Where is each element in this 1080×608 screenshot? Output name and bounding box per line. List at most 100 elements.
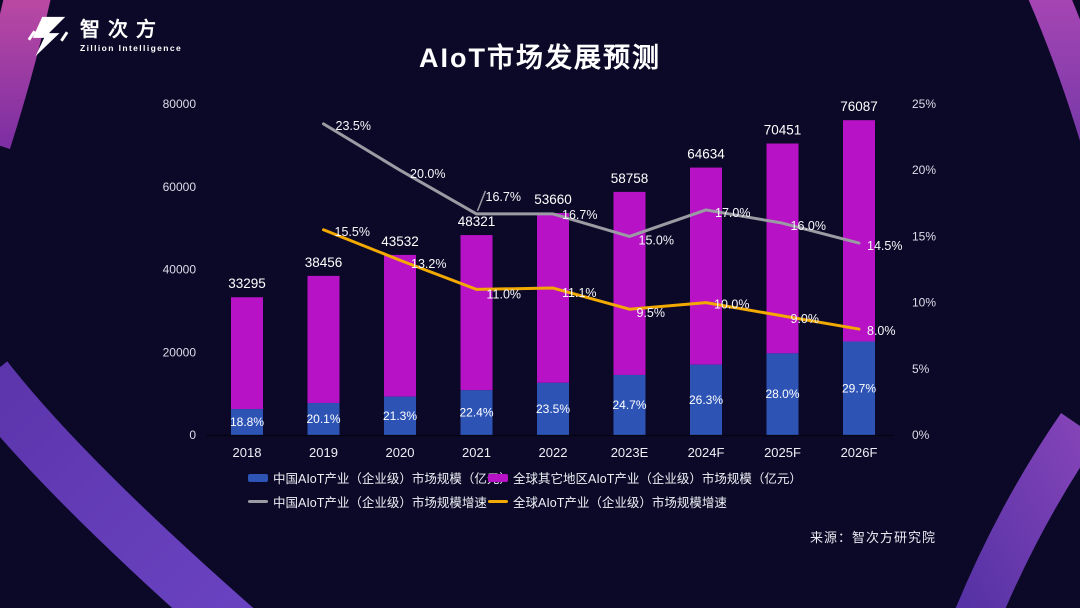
line-value-label: 15.5%	[335, 225, 370, 239]
bar-china-segment	[537, 382, 569, 435]
line-value-label: 9.5%	[637, 306, 666, 320]
bar-china-segment	[766, 353, 799, 435]
label-leader-line	[476, 190, 487, 212]
bar-global-segment	[690, 167, 722, 365]
legend-label: 全球AIoT产业（企业级）市场规模增速	[513, 496, 727, 510]
bar-share-label: 26.3%	[689, 393, 723, 407]
bar-share-label: 28.0%	[765, 387, 799, 401]
legend-bar-swatch	[248, 473, 268, 482]
source-note: 来源：智次方研究院	[809, 530, 936, 545]
y-right-tick: 10%	[912, 296, 936, 310]
legend-line-swatch	[248, 500, 268, 503]
bar-share-label: 22.4%	[459, 406, 493, 420]
bar-total-label: 64634	[687, 147, 725, 162]
brand-name-en: Zillion Intelligence	[80, 42, 183, 53]
line-value-label: 11.0%	[487, 287, 522, 301]
line-value-label: 13.2%	[411, 257, 446, 271]
decor-arc-bottom-right	[955, 412, 1080, 608]
decor-arc-top-right	[1028, 0, 1080, 141]
bar-share-label: 29.7%	[842, 381, 876, 395]
legend-label: 中国AIoT产业（企业级）市场规模增速	[273, 496, 487, 510]
y-right-tick: 15%	[912, 229, 936, 243]
bar-global-segment	[613, 191, 646, 375]
decor-arc-bottom-left	[0, 361, 254, 608]
x-axis-label: 2025F	[764, 445, 801, 460]
bar-china-segment	[307, 403, 340, 435]
line-value-label: 15.0%	[639, 233, 674, 247]
x-axis-label: 2019	[309, 445, 338, 460]
bar-share-label: 18.8%	[230, 415, 264, 429]
bar-china-segment	[460, 390, 493, 435]
x-axis-label: 2021	[462, 445, 491, 460]
bar-china-segment	[843, 341, 875, 435]
zillion-lightning-icon	[27, 16, 69, 57]
global-growth-line	[322, 228, 861, 331]
x-axis-label: 2023E	[611, 445, 649, 460]
bar-global-segment	[843, 120, 875, 342]
brand-logo: 智次方 Zillion Intelligence	[26, 13, 182, 59]
y-left-tick: 20000	[163, 345, 197, 359]
line-value-label: 16.7%	[486, 190, 521, 204]
bar-total-label: 43532	[381, 234, 419, 249]
chart-legend: 中国AIoT产业（企业级）市场规模（亿元） 全球其它地区AIoT产业（企业级）市场…	[248, 468, 802, 511]
bar-share-label: 23.5%	[536, 402, 570, 416]
bar-total-label: 53660	[534, 192, 572, 207]
y-right-tick: 5%	[912, 362, 930, 376]
line-value-label: 23.5%	[336, 119, 371, 133]
line-value-label: 16.0%	[791, 219, 826, 233]
bar-china-segment	[613, 374, 646, 435]
legend-line-swatch	[488, 500, 508, 503]
bar-china-segment	[384, 396, 416, 435]
bar-share-label: 21.3%	[383, 409, 417, 423]
bar-total-label: 76087	[840, 99, 878, 114]
y-left-tick: 0	[189, 428, 196, 442]
bar-total-label: 58758	[611, 171, 649, 186]
y-left-tick: 60000	[163, 180, 197, 194]
page-title: AIoT市场发展预测	[419, 43, 661, 73]
bar-share-label: 20.1%	[306, 412, 340, 426]
legend-item: 中国AIoT产业（企业级）市场规模增速	[248, 492, 488, 511]
line-value-label: 17.0%	[715, 206, 750, 220]
bar-total-label: 38456	[305, 255, 343, 270]
line-value-label: 20.0%	[410, 167, 445, 181]
legend-bar-swatch	[488, 473, 508, 482]
bar-global-segment	[231, 297, 263, 410]
brand-name-cn: 智次方	[80, 18, 164, 41]
bar-global-segment	[307, 275, 340, 404]
china-growth-line	[322, 122, 861, 245]
y-left-tick: 80000	[163, 97, 197, 111]
x-axis-label: 2024F	[688, 445, 725, 460]
bar-total-label: 33295	[228, 276, 266, 291]
legend-label: 全球其它地区AIoT产业（企业级）市场规模（亿元）	[513, 472, 802, 486]
legend-item: 中国AIoT产业（企业级）市场规模（亿元）	[248, 468, 512, 487]
line-value-label: 11.1%	[562, 286, 597, 300]
bar-total-label: 48321	[458, 214, 496, 229]
x-axis-label: 2026F	[841, 445, 878, 460]
decor-stripe-top-left	[0, 0, 51, 149]
bar-china-segment	[690, 364, 722, 435]
bar-share-label: 24.7%	[612, 398, 646, 412]
line-value-label: 14.5%	[867, 239, 902, 253]
line-value-label: 16.7%	[562, 208, 597, 222]
x-axis-label: 2022	[539, 445, 568, 460]
legend-label: 中国AIoT产业（企业级）市场规模（亿元）	[273, 472, 512, 486]
bar-china-segment	[231, 409, 263, 435]
y-right-tick: 20%	[912, 163, 936, 177]
bar-global-segment	[384, 254, 416, 397]
legend-item: 全球AIoT产业（企业级）市场规模增速	[488, 492, 802, 511]
bar-total-label: 70451	[764, 123, 802, 138]
line-value-label: 10.0%	[714, 298, 749, 312]
bar-global-segment	[537, 212, 569, 383]
y-right-tick: 25%	[912, 97, 936, 111]
bar-global-segment	[460, 235, 493, 391]
brand-text: 智次方 Zillion Intelligence	[80, 20, 182, 53]
line-value-label: 8.0%	[867, 324, 896, 338]
line-value-label: 9.0%	[791, 312, 820, 326]
y-right-tick: 0%	[912, 428, 930, 442]
x-axis-label: 2018	[233, 445, 262, 460]
legend-item: 全球其它地区AIoT产业（企业级）市场规模（亿元）	[488, 468, 802, 487]
x-axis-label: 2020	[386, 445, 415, 460]
